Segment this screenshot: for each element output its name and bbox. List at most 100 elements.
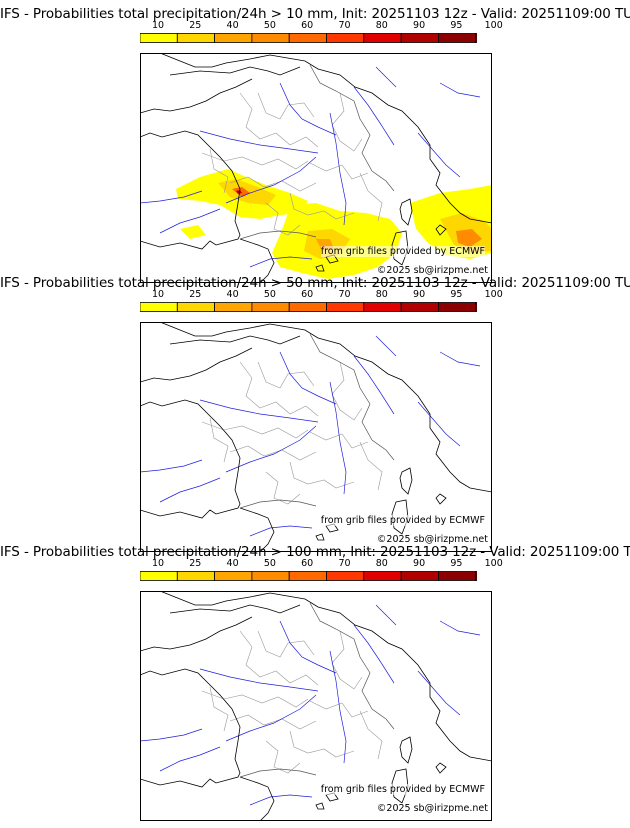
department-border [257,630,315,658]
precip-area [456,229,482,247]
colorbar-tick-label: 95 [450,20,463,31]
coastline [435,493,447,505]
department-borders [201,630,383,774]
coastline [239,776,275,821]
department-border [359,710,383,760]
colorbar-segment [251,33,290,43]
rivers [140,66,481,268]
colorbar-segment [475,302,477,312]
colorbar-segment [140,571,178,581]
colorbar-segment [251,571,290,581]
colorbar-tick-label: 100 [484,558,503,569]
department-border [257,361,315,389]
country-borders [239,333,395,509]
colorbar-tick-label: 10 [151,20,165,31]
colorbar-tick-label: 80 [375,289,388,300]
credit-grib: from grib files provided by ECMWF [320,246,485,257]
department-border [201,690,309,708]
colorbar-segment [437,302,477,312]
colorbar-tick-label: 90 [413,558,426,569]
river [279,351,337,405]
colorbar-segment [400,302,439,312]
coastline [169,66,301,76]
department-border [209,417,229,463]
country-border [239,768,317,778]
river [329,112,347,226]
department-border [289,461,355,489]
colorbar-segment [400,571,439,581]
precip-area [180,225,206,239]
colorbar-segment [140,33,178,43]
colorbar-tick-label: 95 [450,289,463,300]
colorbar-tick-label: 60 [301,289,314,300]
colorbar-segment [176,302,215,312]
colorbar-segment [400,33,439,43]
colorbar-segment [214,571,253,581]
map-france [140,322,492,552]
map-frame [140,322,492,552]
country-border [309,64,395,192]
coastline [435,762,447,774]
colorbar-tick-label: 70 [338,20,351,31]
department-border [229,445,317,461]
river [353,355,395,415]
colorbar-tick-label: 60 [301,558,314,569]
colorbar-tick-label: 60 [301,20,314,31]
credit-grib: from grib files provided by ECMWF [320,515,485,526]
river [140,459,203,473]
coastlines [140,53,492,283]
panel-title: IFS - Probabilities total precipitation/… [0,544,630,560]
colorbar-segment [288,302,327,312]
river [225,694,317,742]
department-border [331,630,363,690]
map-panel-10mm: IFS - Probabilities total precipitation/… [0,6,630,283]
department-border [209,686,229,732]
colorbar-tick-label: 40 [226,558,239,569]
colorbar-segment [140,302,178,312]
country-border [309,333,395,461]
river [199,399,319,423]
colorbar-segment [363,302,402,312]
colorbar-tick-label: 40 [226,20,239,31]
department-border [257,92,315,120]
coastline [239,238,275,283]
colorbar-tick-label: 40 [226,289,239,300]
coastline [140,668,241,788]
coastline [159,53,492,224]
department-border [209,148,229,194]
department-border [239,92,319,148]
river [279,620,337,674]
department-border [309,700,369,718]
colorbar-tick-label: 95 [450,558,463,569]
colorbar-segment [437,571,477,581]
department-border [265,202,301,236]
colorbar-tick-label: 50 [263,289,276,300]
department-border [289,192,355,220]
colorbar-segment [288,571,327,581]
map-panel-50mm: IFS - Probabilities total precipitation/… [0,275,630,552]
department-border [309,431,369,449]
department-border [239,361,319,417]
river [417,670,461,716]
river [249,525,313,537]
colorbar-labels: 10 25 40 50 60 70 80 90 95 100 [140,558,503,570]
colorbar-segment [475,33,477,43]
colorbar [140,33,477,43]
colorbar-tick-label: 90 [413,289,426,300]
river [329,650,347,764]
coastline [399,198,413,226]
river [279,82,337,136]
precip-area [280,245,302,257]
map-background [140,591,492,821]
rivers [140,604,481,806]
department-border [331,92,363,152]
colorbar-segment [214,33,253,43]
map-background [140,322,492,552]
colorbar-tick-label: 100 [484,20,503,31]
map-frame [140,53,492,283]
colorbar-tick-label: 80 [375,20,388,31]
colorbar-tick-label: 90 [413,20,426,31]
precip-area [236,190,242,194]
coastline [169,604,301,614]
river [353,86,395,146]
